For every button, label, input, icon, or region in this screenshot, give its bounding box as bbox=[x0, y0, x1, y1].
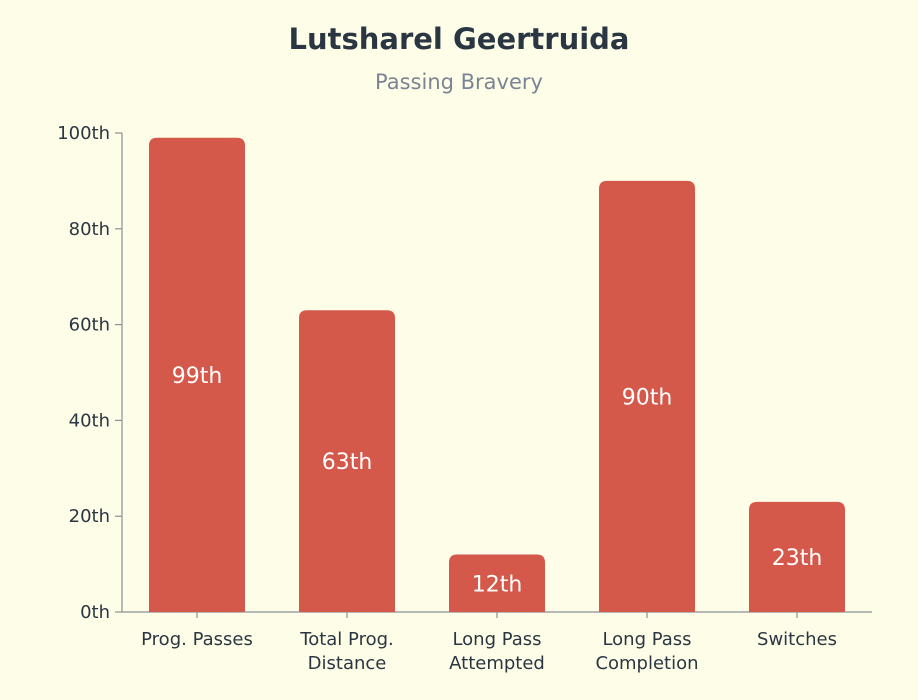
data-label: 12th bbox=[472, 572, 523, 597]
data-label: 90th bbox=[622, 385, 673, 410]
x-tick-label: Prog. Passes bbox=[141, 629, 253, 650]
data-label: 23th bbox=[772, 546, 823, 571]
y-tick-label: 40th bbox=[69, 410, 110, 431]
chart-title: Lutsharel Geertruida bbox=[288, 22, 630, 56]
bar bbox=[599, 180, 695, 612]
bar bbox=[749, 501, 845, 612]
y-tick-label: 60th bbox=[69, 315, 110, 336]
bar bbox=[299, 310, 395, 612]
chart-subtitle: Passing Bravery bbox=[375, 70, 543, 94]
x-tick-label: Long Pass Completion bbox=[595, 629, 698, 674]
x-tick-label: Long Pass Attempted bbox=[449, 629, 545, 674]
y-tick-label: 80th bbox=[69, 219, 110, 240]
x-tick-label: Switches bbox=[757, 629, 837, 650]
y-tick-label: 20th bbox=[69, 506, 110, 527]
y-tick-label: 0th bbox=[80, 602, 110, 623]
data-label: 99th bbox=[172, 364, 223, 389]
x-tick-label: Total Prog. Distance bbox=[299, 629, 393, 674]
bar bbox=[449, 554, 545, 612]
bar bbox=[149, 137, 245, 613]
data-label: 63th bbox=[322, 450, 373, 475]
y-tick-label: 100th bbox=[57, 123, 110, 144]
